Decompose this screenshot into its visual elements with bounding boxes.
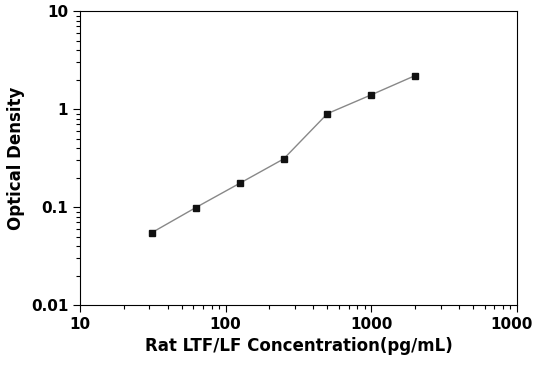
- X-axis label: Rat LTF/LF Concentration(pg/mL): Rat LTF/LF Concentration(pg/mL): [144, 337, 453, 355]
- Y-axis label: Optical Density: Optical Density: [7, 86, 25, 230]
